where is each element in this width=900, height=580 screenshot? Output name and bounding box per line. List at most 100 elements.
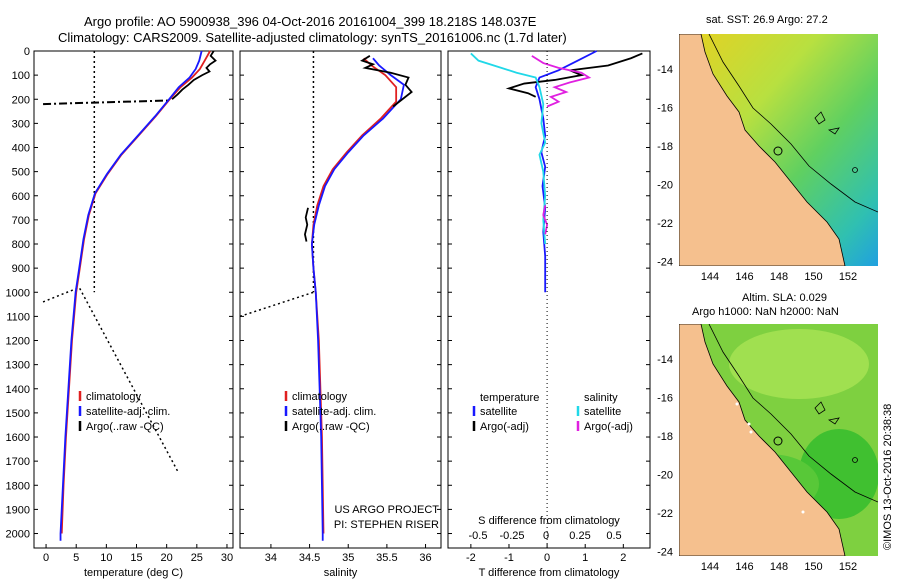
sst-map-xtick-label: 146 — [735, 271, 753, 283]
sla-map-xtick-label: 150 — [804, 561, 822, 573]
sst-map-xtick-label: 144 — [701, 271, 719, 283]
diff-top-tick-label: 0.5 — [606, 530, 621, 542]
depth-tick-label: 100 — [12, 70, 30, 82]
diff-legend-temp-argo: Argo(-adj) — [480, 421, 529, 433]
difference-series-s-argo — [531, 55, 592, 108]
sst-map-ytick-label: -16 — [657, 103, 673, 115]
salinity-xtick-label: 35 — [342, 552, 354, 564]
depth-tick-label: 400 — [12, 143, 30, 155]
sla-map-xtick-label: 146 — [735, 561, 753, 573]
temperature-legend-label: climatology — [86, 391, 142, 403]
salinity-series-argo-raw-qc- — [360, 55, 413, 108]
sst-map-xtick-label: 152 — [839, 271, 857, 283]
temperature-xtick-label: 10 — [100, 552, 112, 564]
project-credit: US ARGO PROJECT — [334, 504, 439, 516]
salinity-axes-frame — [239, 50, 442, 549]
difference-xtick-label: 1 — [582, 552, 588, 564]
diff-top-tick-label: -0.5 — [469, 530, 488, 542]
salinity-xtick-label: 36 — [419, 552, 431, 564]
temperature-series-argo-raw-qc- — [171, 50, 217, 100]
salinity-series-argo-deep — [304, 207, 309, 242]
depth-tick-label: 0 — [24, 46, 30, 58]
salinity-legend-label: climatology — [292, 391, 348, 403]
sla-map-ytick-label: -16 — [657, 393, 673, 405]
temperature-mld-line — [43, 99, 170, 106]
diff-top-tick-label: 0.25 — [569, 530, 590, 542]
salinity-xtick-label: 35.5 — [376, 552, 397, 564]
temperature-xtick-label: 15 — [130, 552, 142, 564]
sla-map-ytick-label: -18 — [657, 431, 673, 443]
depth-tick-label: 1800 — [6, 480, 30, 492]
salinity-xlabel: salinity — [324, 567, 358, 579]
figure-title-line1: Argo profile: AO 5900938_396 04-Oct-2016… — [84, 14, 537, 29]
sla-map-ytick-label: -14 — [657, 354, 673, 366]
depth-tick-label: 600 — [12, 191, 30, 203]
pi-credit: PI: STEPHEN RISER — [334, 519, 439, 531]
depth-tick-label: 200 — [12, 94, 30, 106]
temperature-xtick-label: 30 — [221, 552, 233, 564]
sst-map-xtick-label: 150 — [804, 271, 822, 283]
sla-map-xtick-label: 144 — [701, 561, 719, 573]
depth-tick-label: 2000 — [6, 529, 30, 541]
salinity-dotted-diag — [239, 291, 314, 318]
diff-legend-sal-argo: Argo(-adj) — [584, 421, 633, 433]
temperature-xtick-label: 5 — [73, 552, 79, 564]
depth-tick-label: 1600 — [6, 432, 30, 444]
salinity-series-satellite-adj-clim- — [310, 57, 405, 541]
salinity-legend-label: Argo(..raw -QC) — [292, 421, 370, 433]
difference-xlabel: T difference from climatology — [479, 567, 620, 579]
sla-caption1: Altim. SLA: 0.029 — [742, 292, 827, 304]
depth-tick-label: 1500 — [6, 408, 30, 420]
depth-tick-label: 1000 — [6, 287, 30, 299]
salinity-series-climatology — [310, 57, 398, 534]
sla-caption2: Argo h1000: NaN h2000: NaN — [692, 306, 839, 318]
temperature-legend-label: satellite-adj. clim. — [86, 406, 170, 418]
depth-tick-label: 1900 — [6, 504, 30, 516]
temperature-axes-frame — [33, 50, 234, 549]
temperature-xlabel: temperature (deg C) — [84, 567, 183, 579]
diff-legend-temp-head: temperature — [480, 392, 539, 404]
difference-axes-frame — [447, 50, 651, 549]
temperature-series-satellite-adj-clim- — [59, 50, 203, 541]
diff-legend-sal-head: salinity — [584, 392, 618, 404]
difference-series-t-satellite — [534, 50, 598, 293]
sla-map-ytick-label: -22 — [657, 508, 673, 520]
sla-map-image — [679, 324, 878, 556]
difference-xtick-label: 2 — [620, 552, 626, 564]
sst-map-ytick-label: -22 — [657, 218, 673, 230]
depth-tick-label: 1100 — [6, 311, 30, 323]
sst-map-ytick-label: -20 — [657, 180, 673, 192]
depth-tick-label: 300 — [12, 118, 30, 130]
difference-xtick-label: 0 — [544, 552, 550, 564]
sst-map-ytick-label: -14 — [657, 64, 673, 76]
temperature-xtick-label: 25 — [191, 552, 203, 564]
diff-legend-temp-sat: satellite — [480, 406, 517, 418]
imos-timestamp: ©IMOS 13-Oct-2016 20:38:38 — [882, 403, 894, 550]
diff-legend-sal-sat: satellite — [584, 406, 621, 418]
temperature-legend-label: Argo(..raw -QC) — [86, 421, 164, 433]
sla-map-ytick-label: -20 — [657, 470, 673, 482]
temperature-xtick-label: 0 — [43, 552, 49, 564]
sla-map-xtick-label: 148 — [770, 561, 788, 573]
temperature-dotted-diag — [42, 286, 180, 474]
sst-caption: sat. SST: 26.9 Argo: 27.2 — [706, 14, 828, 26]
sst-map-image — [679, 34, 878, 266]
difference-xtick-label: -1 — [504, 552, 514, 564]
sst-map-xtick-label: 148 — [770, 271, 788, 283]
depth-tick-label: 500 — [12, 167, 30, 179]
sla-map — [679, 324, 878, 556]
sla-map-ytick-label: -24 — [657, 547, 673, 559]
depth-tick-label: 900 — [12, 263, 30, 275]
sst-map-ytick-label: -18 — [657, 141, 673, 153]
depth-tick-label: 1700 — [6, 456, 30, 468]
sla-map-xtick-label: 152 — [839, 561, 857, 573]
sst-map — [679, 34, 878, 266]
difference-series-s-argo-deep — [542, 205, 549, 235]
depth-tick-label: 1200 — [6, 336, 30, 348]
salinity-xtick-label: 34.5 — [299, 552, 320, 564]
salinity-legend-label: satellite-adj. clim. — [292, 406, 376, 418]
temperature-xtick-label: 20 — [161, 552, 173, 564]
salinity-xtick-label: 34 — [265, 552, 277, 564]
sst-map-ytick-label: -24 — [657, 257, 673, 269]
difference-series-s-satellite — [470, 52, 547, 245]
